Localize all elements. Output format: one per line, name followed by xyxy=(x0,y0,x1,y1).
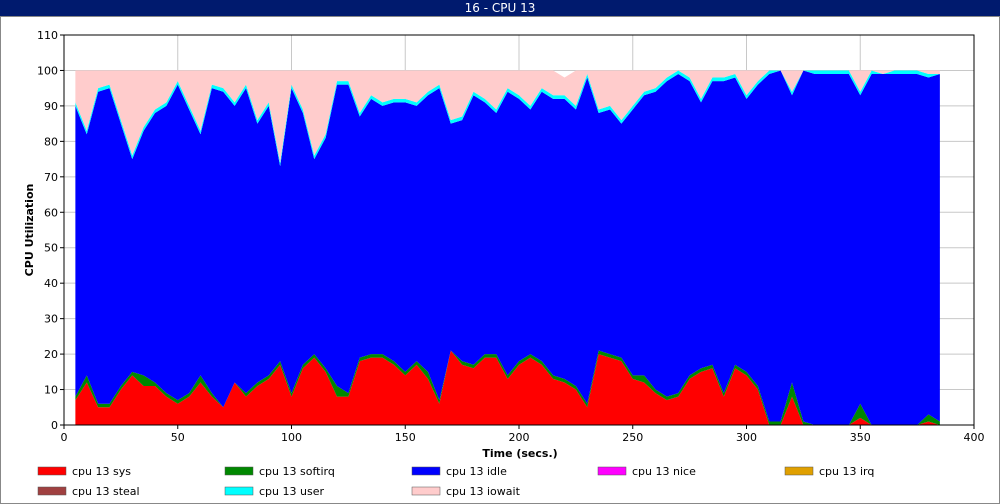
legend-label-cpu-13-idle: cpu 13 idle xyxy=(446,465,507,478)
x-tick-label: 0 xyxy=(61,431,68,444)
x-tick-label: 200 xyxy=(509,431,530,444)
x-axis: 0 50 100 150 200 250 300 350 400 xyxy=(61,425,985,444)
legend-swatch-cpu-13-user xyxy=(224,486,254,496)
x-tick-label: 100 xyxy=(281,431,302,444)
legend-label-cpu-13-user: cpu 13 user xyxy=(259,485,324,498)
y-axis-label: CPU Utilization xyxy=(23,184,36,277)
y-tick-label: 110 xyxy=(37,29,58,42)
area-cpu-13-softirq xyxy=(75,350,940,425)
legend-swatch-cpu-13-steal xyxy=(37,486,67,496)
legend-label-cpu-13-nice: cpu 13 nice xyxy=(632,465,696,478)
y-tick-label: 80 xyxy=(44,135,58,148)
y-tick-label: 90 xyxy=(44,100,58,113)
x-tick-label: 400 xyxy=(964,431,985,444)
area-cpu-13-idle xyxy=(75,70,940,426)
title-bar xyxy=(0,0,1000,16)
legend-label-cpu-13-steal: cpu 13 steal xyxy=(72,485,140,498)
x-tick-label: 300 xyxy=(736,431,757,444)
legend-swatch-cpu-13-idle xyxy=(411,466,441,476)
y-tick-label: 30 xyxy=(44,313,58,326)
y-tick-label: 40 xyxy=(44,277,58,290)
legend-label-cpu-13-irq: cpu 13 irq xyxy=(819,465,874,478)
legend-swatch-cpu-13-sys xyxy=(37,466,67,476)
chart-title: 16 - CPU 13 xyxy=(465,1,536,15)
y-tick-label: 10 xyxy=(44,384,58,397)
x-axis-label: Time (secs.) xyxy=(482,447,557,460)
y-tick-label: 60 xyxy=(44,206,58,219)
area-cpu-13-user xyxy=(75,70,940,167)
y-tick-label: 20 xyxy=(44,348,58,361)
legend-label-cpu-13-iowait: cpu 13 iowait xyxy=(446,485,521,498)
stacked-areas xyxy=(75,70,940,426)
legend-label-cpu-13-softirq: cpu 13 softirq xyxy=(259,465,335,478)
legend-swatch-cpu-13-softirq xyxy=(224,466,254,476)
x-tick-label: 350 xyxy=(850,431,871,444)
legend-swatch-cpu-13-iowait xyxy=(411,486,441,496)
y-tick-label: 100 xyxy=(37,64,58,77)
area-cpu-13-sys xyxy=(75,350,940,425)
legend-swatch-cpu-13-nice xyxy=(597,466,627,476)
y-tick-label: 50 xyxy=(44,242,58,255)
y-axis: 0 10 20 30 40 50 60 70 80 90 100 110 xyxy=(37,29,64,432)
y-tick-label: 0 xyxy=(51,419,58,432)
area-cpu-13-iowait xyxy=(75,70,940,163)
legend: cpu 13 sys cpu 13 softirq cpu 13 idle cpu 1… xyxy=(37,465,874,498)
legend-label-cpu-13-sys: cpu 13 sys xyxy=(72,465,131,478)
x-tick-label: 50 xyxy=(171,431,185,444)
x-tick-label: 150 xyxy=(395,431,416,444)
x-tick-label: 250 xyxy=(622,431,643,444)
legend-swatch-cpu-13-irq xyxy=(784,466,814,476)
y-tick-label: 70 xyxy=(44,171,58,184)
